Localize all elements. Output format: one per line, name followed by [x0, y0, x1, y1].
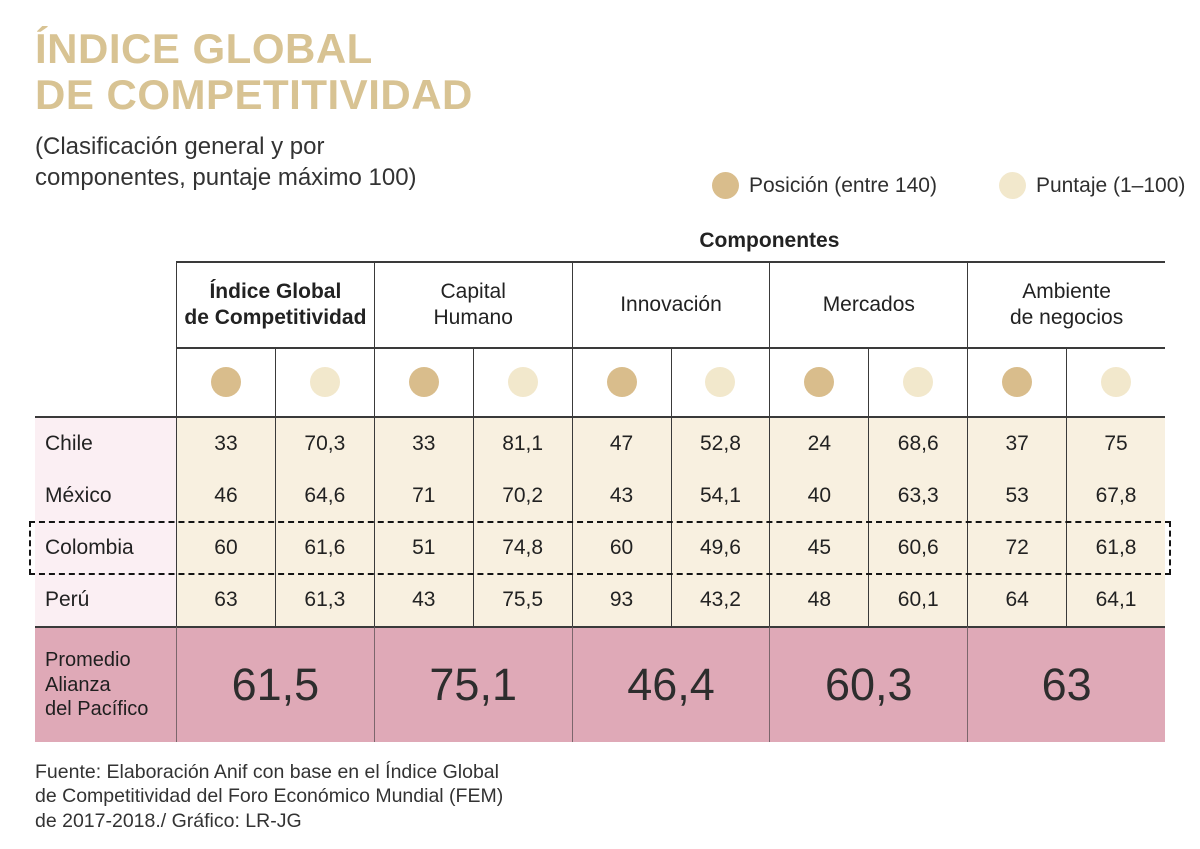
- puntaje-dot-icon: [998, 172, 1026, 199]
- value-cell: 61,6: [274, 521, 374, 574]
- value-cell: 93: [571, 573, 671, 626]
- value-cell: 70,2: [472, 469, 572, 522]
- puntaje-legend-label: Puntaje (1–100): [1035, 173, 1186, 197]
- average-value-ambiente-negocios: 63: [967, 625, 1165, 742]
- value-cell: 52,8: [670, 417, 770, 470]
- value-cell: 46: [176, 469, 275, 522]
- value-cell: 63: [176, 573, 275, 626]
- value-cell: 60: [176, 521, 275, 574]
- components-header: Componentes: [699, 228, 840, 252]
- corner-cell: [35, 261, 176, 349]
- source-note: Fuente: Elaboración Anif con base en el …: [35, 760, 504, 832]
- posicion-dot-icon: [1002, 367, 1033, 398]
- title-line-1: ÍNDICE GLOBAL: [35, 25, 373, 72]
- value-cell: 60,6: [868, 521, 968, 574]
- puntaje-dot-icon: [507, 367, 538, 398]
- puntaje-dot-icon: [705, 367, 736, 398]
- value-cell: 64,6: [274, 469, 374, 522]
- value-cell: 60: [571, 521, 671, 574]
- group-header-ambiente-negocios: Ambiente de negocios: [967, 260, 1165, 349]
- group-header-indice-global: Índice Global de Competitividad: [176, 260, 374, 349]
- value-cell: 49,6: [670, 521, 770, 574]
- posicion-dot-icon: [606, 367, 637, 398]
- value-cell: 37: [967, 417, 1067, 470]
- posicion-legend-label: Posición (entre 140): [749, 173, 937, 197]
- value-cell: 71: [373, 469, 473, 522]
- value-cell: 33: [176, 417, 275, 470]
- value-cell: 45: [769, 521, 869, 574]
- posicion-dot-icon: [408, 367, 439, 398]
- value-cell: 53: [967, 469, 1067, 522]
- value-cell: 60,1: [868, 573, 968, 626]
- value-cell: 63,3: [868, 469, 968, 522]
- competitiveness-table: Componentes Índice Global de Competitivi…: [29, 225, 1171, 742]
- country-label-colombia: Colombia: [35, 521, 176, 574]
- value-cell: 67,8: [1066, 469, 1165, 522]
- value-cell: 51: [373, 521, 473, 574]
- posicion-dot-icon: [804, 367, 835, 398]
- value-cell: 48: [769, 573, 869, 626]
- value-cell: 33: [373, 417, 473, 470]
- circle-cell: [176, 348, 275, 418]
- value-cell: 54,1: [670, 469, 770, 522]
- value-cell: 64,1: [1066, 573, 1165, 626]
- value-cell: 43: [571, 469, 671, 522]
- country-column-header: [35, 349, 176, 418]
- legend-item-posicion: Posición (entre 140): [712, 172, 937, 199]
- circle-cell: [670, 348, 770, 418]
- value-cell: 43,2: [670, 573, 770, 626]
- value-cell: 47: [571, 417, 671, 470]
- value-cell: 43: [373, 573, 473, 626]
- average-row-label: Promedio Alianza del Pacífico: [35, 625, 176, 742]
- value-cell: 74,8: [472, 521, 572, 574]
- legend: Posición (entre 140) Puntaje (1–100): [712, 172, 1185, 199]
- value-cell: 61,8: [1066, 521, 1165, 574]
- puntaje-dot-icon: [903, 367, 934, 398]
- circle-cell: [967, 348, 1067, 418]
- title-line-2: DE COMPETITIVIDAD: [35, 71, 473, 119]
- value-cell: 40: [769, 469, 869, 522]
- group-header-mercados: Mercados: [769, 260, 968, 349]
- country-label-peru: Perú: [35, 573, 176, 626]
- circle-cell: [472, 348, 572, 418]
- circle-cell: [571, 348, 671, 418]
- value-cell: 61,3: [274, 573, 374, 626]
- average-value-capital-humano: 75,1: [373, 625, 572, 742]
- table-corner-spacer: [35, 225, 374, 261]
- puntaje-dot-icon: [1101, 367, 1132, 398]
- circle-cell: [769, 348, 869, 418]
- posicion-dot-icon: [210, 367, 241, 398]
- country-label-chile: Chile: [35, 417, 176, 470]
- page-title: ÍNDICE GLOBAL DE COMPETITIVIDAD: [35, 25, 1165, 119]
- value-cell: 81,1: [472, 417, 572, 470]
- circle-cell: [274, 348, 374, 418]
- circle-cell: [373, 348, 473, 418]
- legend-item-puntaje: Puntaje (1–100): [998, 172, 1186, 199]
- puntaje-dot-icon: [309, 367, 340, 398]
- value-cell: 68,6: [868, 417, 968, 470]
- group-header-capital-humano: Capital Humano: [373, 260, 572, 349]
- value-cell: 70,3: [274, 417, 374, 470]
- subtitle: (Clasificación general y por componentes…: [35, 133, 417, 191]
- average-value-mercados: 60,3: [769, 625, 968, 742]
- value-cell: 75,5: [472, 573, 572, 626]
- group-header-innovacion: Innovación: [571, 260, 770, 349]
- value-cell: 72: [967, 521, 1067, 574]
- circle-cell: [1066, 348, 1165, 418]
- circle-cell: [868, 348, 968, 418]
- value-cell: 75: [1066, 417, 1165, 470]
- average-value-innovacion: 46,4: [571, 625, 770, 742]
- country-label-mexico: México: [35, 469, 176, 522]
- value-cell: 64: [967, 573, 1067, 626]
- average-value-indice-global: 61,5: [176, 625, 374, 742]
- value-cell: 24: [769, 417, 869, 470]
- posicion-dot-icon: [712, 172, 739, 199]
